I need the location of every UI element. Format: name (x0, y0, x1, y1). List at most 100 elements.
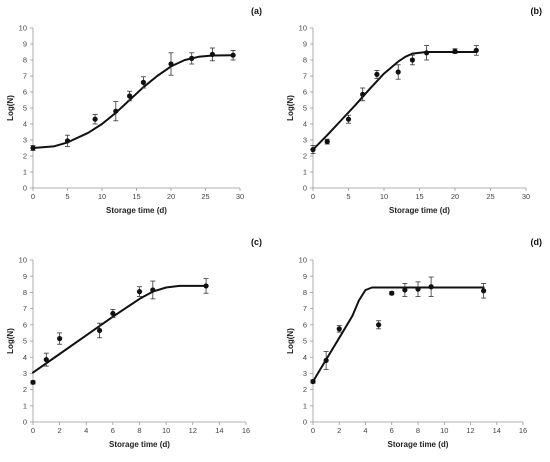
x-tick-label: 8 (416, 426, 420, 435)
x-tick-label: 0 (31, 426, 35, 435)
x-tick-label: 2 (337, 426, 341, 435)
data-point (140, 79, 146, 85)
y-tick-label: 7 (23, 304, 27, 313)
data-point (395, 69, 401, 75)
y-tick-label: 9 (23, 40, 27, 49)
data-point (30, 379, 36, 385)
x-tick-label: 14 (493, 426, 501, 435)
y-tick-label: 4 (303, 120, 307, 129)
x-tick-label: 12 (189, 426, 197, 435)
x-tick-label: 5 (346, 192, 350, 201)
y-tick-label: 2 (303, 152, 307, 161)
y-tick-label: 5 (23, 337, 27, 346)
x-tick-label: 25 (486, 192, 494, 201)
data-point (168, 61, 174, 67)
y-tick-label: 6 (23, 88, 27, 97)
data-point (324, 139, 330, 145)
x-tick-label: 6 (111, 426, 115, 435)
y-tick-label: 6 (303, 88, 307, 97)
x-axis-label: Storage time (d) (109, 440, 170, 449)
y-tick-label: 0 (303, 418, 307, 427)
data-point (376, 322, 382, 328)
y-tick-label: 10 (299, 24, 307, 33)
x-tick-label: 15 (415, 192, 423, 201)
x-tick-label: 16 (242, 426, 250, 435)
data-point (150, 287, 156, 293)
x-tick-label: 10 (162, 426, 170, 435)
data-point (360, 91, 366, 97)
data-point (428, 284, 434, 290)
data-point (110, 310, 116, 317)
data-point (424, 50, 430, 56)
y-tick-label: 6 (23, 320, 27, 329)
y-tick-label: 7 (303, 304, 307, 313)
fit-curve (32, 284, 208, 374)
data-point (96, 327, 103, 334)
y-tick-label: 10 (19, 256, 27, 265)
data-point (203, 283, 209, 289)
data-point (92, 116, 98, 122)
y-tick-label: 6 (303, 320, 307, 329)
data-point (374, 71, 380, 77)
panel-label: (a) (251, 6, 262, 16)
y-tick-label: 2 (303, 385, 307, 394)
data-point (409, 57, 415, 63)
data-point (113, 108, 119, 114)
y-tick-label: 1 (23, 401, 27, 410)
data-point (310, 147, 316, 153)
x-tick-label: 0 (311, 426, 315, 435)
y-tick-label: 3 (303, 369, 307, 378)
y-tick-label: 4 (23, 353, 27, 362)
data-point (473, 47, 479, 54)
y-tick-label: 3 (303, 136, 307, 145)
y-tick-label: 2 (23, 385, 27, 394)
data-point (310, 378, 316, 385)
y-tick-label: 1 (303, 168, 307, 177)
y-tick-label: 5 (23, 104, 27, 113)
y-tick-label: 8 (303, 56, 307, 65)
y-axis-label: Log(N) (286, 95, 295, 121)
chart-panel-2: 0 1 2 3 4 5 6 7 8 9 10 0 5 10 15 20 25 30 Storage time (d)… (286, 6, 542, 215)
y-tick-label: 0 (303, 184, 307, 193)
data-point (127, 93, 133, 99)
x-tick-label: 0 (31, 192, 35, 201)
y-axis-label: Log(N) (286, 328, 295, 354)
x-tick-label: 30 (522, 192, 530, 201)
data-point (323, 357, 329, 364)
y-axis-label: Log(N) (6, 95, 15, 121)
y-tick-label: 8 (23, 288, 27, 297)
data-point (452, 48, 458, 54)
y-tick-label: 8 (23, 56, 27, 65)
y-tick-label: 9 (23, 272, 27, 281)
y-tick-label: 0 (23, 418, 27, 427)
fit-curve (32, 54, 235, 149)
x-tick-label: 0 (311, 192, 315, 201)
x-axis-label: Storage time (d) (106, 206, 167, 215)
y-tick-label: 7 (303, 72, 307, 81)
panel-label: (b) (531, 6, 543, 16)
y-tick-label: 3 (23, 136, 27, 145)
y-tick-label: 0 (23, 184, 27, 193)
y-tick-label: 7 (23, 72, 27, 81)
data-point (481, 288, 487, 294)
data-point (345, 116, 352, 122)
data-point (389, 290, 395, 296)
y-axis-label: Log(N) (6, 328, 15, 354)
x-tick-label: 20 (451, 192, 459, 201)
x-tick-label: 20 (167, 192, 175, 201)
panel-label: (c) (251, 237, 262, 247)
x-tick-label: 25 (201, 192, 209, 201)
y-tick-label: 1 (303, 401, 307, 410)
y-tick-label: 10 (19, 24, 27, 33)
y-tick-label: 2 (23, 152, 27, 161)
x-tick-label: 4 (363, 426, 367, 435)
data-point (415, 286, 421, 292)
data-point (57, 335, 63, 342)
y-tick-label: 4 (303, 353, 307, 362)
data-point (30, 145, 36, 151)
x-tick-label: 6 (390, 426, 394, 435)
fit-curve (312, 51, 478, 151)
